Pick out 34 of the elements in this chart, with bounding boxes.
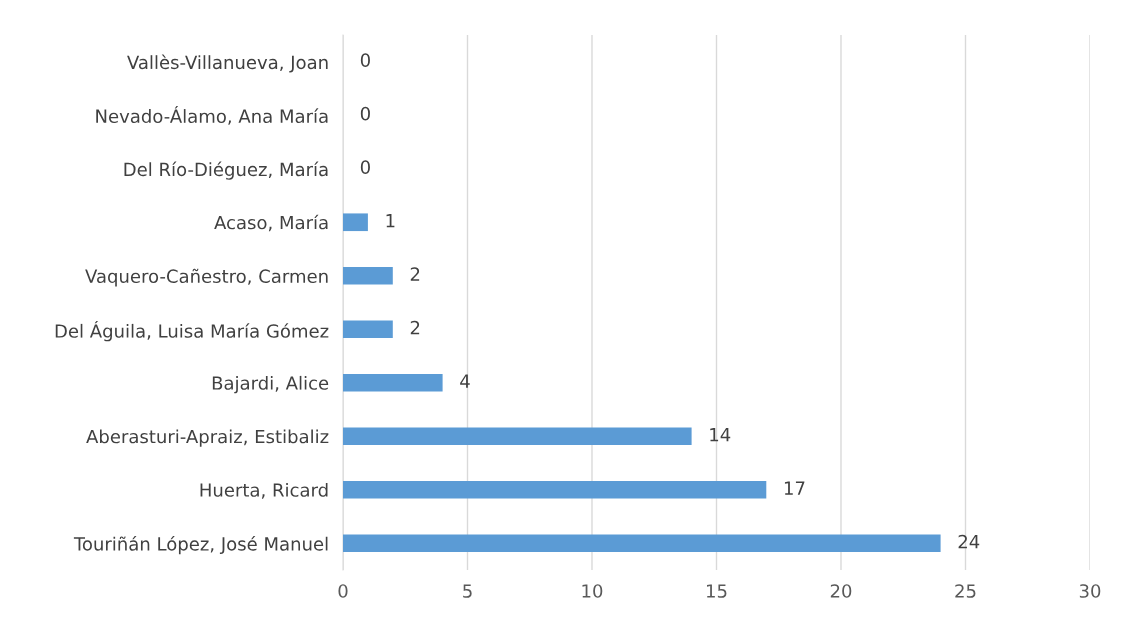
- x-tick-label: 25: [955, 584, 976, 598]
- data-label: 0: [360, 160, 370, 174]
- data-label: 0: [360, 53, 370, 67]
- y-tick-label: Del Río-Diéguez, María: [124, 161, 328, 180]
- data-label: 0: [360, 106, 370, 121]
- y-tick-label: Aberasturi-Apraiz, Estibaliz: [86, 429, 329, 447]
- bar: [343, 427, 692, 446]
- data-label: 17: [784, 481, 805, 495]
- y-tick-label: Del Águila, Luisa María Gómez: [55, 320, 329, 342]
- bar: [343, 266, 393, 285]
- x-tick-label: 30: [1079, 584, 1101, 598]
- data-label: 4: [460, 374, 470, 388]
- bar: [343, 480, 767, 499]
- x-tick-label: 5: [463, 584, 472, 598]
- data-label: 1: [386, 214, 395, 228]
- y-tick-label: Nevado-Álamo, Ana María: [96, 106, 328, 125]
- y-tick-label: Bajardi, Alice: [212, 375, 329, 394]
- bar: [343, 373, 443, 392]
- y-tick-label: Vallès-Villanueva, Joan: [127, 54, 328, 73]
- bar: [343, 213, 368, 232]
- bar: [343, 320, 393, 339]
- data-label: 2: [410, 267, 420, 281]
- bar: [343, 534, 941, 553]
- data-label: 24: [958, 534, 980, 549]
- x-tick-label: 20: [830, 584, 852, 598]
- x-tick-label: 10: [582, 584, 603, 598]
- y-tick-label: Touriñán López, José Manuel: [73, 536, 328, 555]
- data-label: 14: [710, 428, 731, 442]
- x-tick-label: 0: [338, 584, 348, 598]
- y-tick-label: Huerta, Ricard: [200, 482, 328, 499]
- y-tick-label: Vaquero-Cañestro, Carmen: [85, 268, 328, 287]
- x-tick-label: 15: [707, 584, 727, 598]
- y-tick-label: Acaso, María: [214, 214, 328, 232]
- data-label: 2: [410, 320, 420, 335]
